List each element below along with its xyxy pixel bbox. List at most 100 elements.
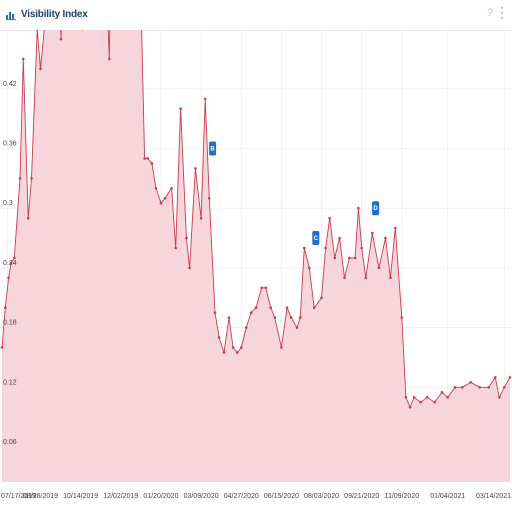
data-point[interactable] bbox=[389, 276, 392, 280]
data-point[interactable] bbox=[22, 57, 25, 61]
data-point[interactable] bbox=[174, 246, 177, 250]
event-marker-badge[interactable] bbox=[209, 141, 217, 156]
data-point[interactable] bbox=[400, 316, 404, 319]
data-point[interactable] bbox=[440, 391, 444, 394]
data-point[interactable] bbox=[498, 396, 501, 399]
data-point[interactable] bbox=[412, 396, 416, 399]
data-point[interactable] bbox=[446, 396, 450, 399]
data-point[interactable] bbox=[217, 336, 221, 339]
data-point[interactable] bbox=[222, 351, 226, 354]
data-point[interactable] bbox=[208, 196, 211, 200]
data-point[interactable] bbox=[333, 256, 337, 260]
data-point[interactable] bbox=[227, 316, 231, 319]
data-point[interactable] bbox=[328, 216, 332, 220]
data-point[interactable] bbox=[199, 216, 203, 220]
data-point[interactable] bbox=[146, 157, 150, 160]
data-point[interactable] bbox=[433, 400, 436, 404]
data-point[interactable] bbox=[357, 206, 360, 210]
series-line bbox=[1, 30, 511, 409]
data-point[interactable] bbox=[289, 316, 293, 319]
data-point[interactable] bbox=[320, 296, 323, 300]
data-point[interactable] bbox=[295, 326, 299, 329]
data-point[interactable] bbox=[425, 396, 429, 399]
data-point[interactable] bbox=[404, 396, 408, 399]
data-point[interactable] bbox=[163, 196, 167, 200]
data-point[interactable] bbox=[360, 246, 364, 250]
data-point[interactable] bbox=[364, 276, 368, 280]
y-tick-label: 0.24 bbox=[3, 260, 17, 267]
data-point[interactable] bbox=[185, 236, 188, 240]
data-point[interactable] bbox=[260, 286, 264, 290]
data-point[interactable] bbox=[249, 311, 253, 315]
data-point[interactable] bbox=[154, 187, 158, 190]
data-point[interactable] bbox=[343, 276, 346, 280]
data-point[interactable] bbox=[285, 306, 289, 310]
data-point[interactable] bbox=[159, 201, 163, 205]
data-point[interactable] bbox=[13, 256, 16, 260]
data-point[interactable] bbox=[394, 226, 397, 230]
data-point[interactable] bbox=[303, 246, 306, 250]
data-point[interactable] bbox=[269, 306, 273, 310]
data-point[interactable] bbox=[170, 187, 173, 190]
data-point[interactable] bbox=[508, 376, 512, 379]
data-point[interactable] bbox=[308, 266, 311, 270]
data-point[interactable] bbox=[280, 346, 283, 349]
data-point[interactable] bbox=[254, 306, 258, 310]
data-point[interactable] bbox=[384, 236, 387, 240]
data-point[interactable] bbox=[461, 386, 464, 389]
widget-title: Visibility Index bbox=[21, 9, 88, 20]
data-point[interactable] bbox=[30, 177, 33, 180]
event-marker-badge[interactable] bbox=[372, 201, 380, 216]
data-point[interactable] bbox=[494, 376, 497, 379]
data-point[interactable] bbox=[264, 286, 268, 290]
event-marker-d[interactable]: D bbox=[372, 201, 380, 216]
data-point[interactable] bbox=[235, 351, 239, 354]
data-point[interactable] bbox=[0, 346, 4, 349]
data-point[interactable] bbox=[194, 167, 197, 170]
data-point[interactable] bbox=[408, 405, 412, 409]
data-point[interactable] bbox=[7, 276, 10, 280]
x-tick-label: 12/02/2019 bbox=[103, 493, 138, 500]
data-point[interactable] bbox=[298, 316, 302, 319]
data-point[interactable] bbox=[453, 386, 457, 389]
data-point[interactable] bbox=[478, 386, 482, 389]
data-point[interactable] bbox=[188, 266, 191, 270]
data-point[interactable] bbox=[59, 37, 63, 41]
x-tick-label: 10/14/2019 bbox=[63, 493, 98, 500]
data-point[interactable] bbox=[18, 177, 22, 180]
data-point[interactable] bbox=[143, 157, 146, 160]
data-point[interactable] bbox=[108, 57, 111, 61]
data-point[interactable] bbox=[348, 256, 351, 260]
data-point[interactable] bbox=[338, 236, 341, 240]
data-point[interactable] bbox=[213, 311, 217, 315]
data-point[interactable] bbox=[377, 266, 381, 270]
data-point[interactable] bbox=[371, 231, 374, 235]
x-tick-label: 01/20/2020 bbox=[143, 493, 178, 500]
more-vertical-icon[interactable] bbox=[500, 6, 504, 20]
help-icon[interactable]: ? bbox=[487, 7, 494, 19]
data-point[interactable] bbox=[244, 326, 248, 329]
data-point[interactable] bbox=[4, 306, 7, 310]
data-point[interactable] bbox=[39, 67, 42, 71]
event-marker-c[interactable]: C bbox=[312, 231, 320, 245]
data-point[interactable] bbox=[9, 261, 13, 265]
data-point[interactable] bbox=[231, 346, 235, 349]
data-point[interactable] bbox=[150, 162, 154, 165]
event-marker-badge[interactable] bbox=[312, 231, 320, 245]
event-marker-b[interactable]: B bbox=[209, 141, 217, 156]
data-point[interactable] bbox=[179, 107, 182, 110]
data-point[interactable] bbox=[26, 216, 30, 220]
data-point[interactable] bbox=[419, 400, 423, 404]
data-point[interactable] bbox=[469, 381, 473, 384]
data-point[interactable] bbox=[487, 386, 491, 389]
data-point[interactable] bbox=[312, 306, 316, 310]
data-point[interactable] bbox=[503, 386, 506, 389]
data-point[interactable] bbox=[203, 97, 207, 101]
data-point[interactable] bbox=[240, 346, 243, 349]
data-point[interactable] bbox=[353, 256, 357, 260]
x-tick-label: 06/15/2020 bbox=[264, 493, 299, 500]
data-point[interactable] bbox=[324, 246, 327, 250]
x-tick-label: 08/26/2019 bbox=[23, 493, 58, 500]
data-point[interactable] bbox=[273, 316, 277, 319]
x-tick-label: 11/09/2020 bbox=[385, 493, 420, 500]
